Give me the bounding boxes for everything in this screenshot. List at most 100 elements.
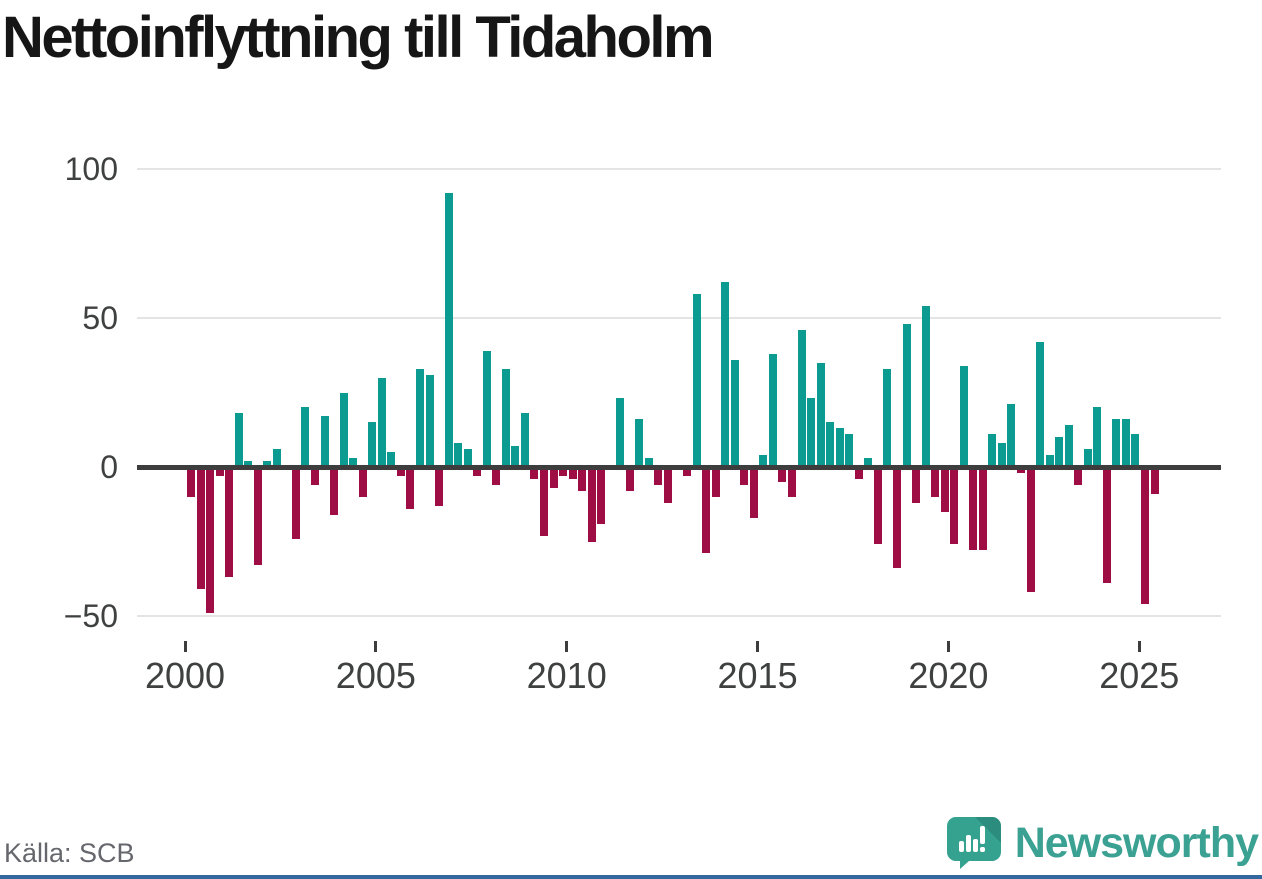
- bar-2000Q3: [206, 467, 215, 614]
- bar-2008Q2: [501, 368, 510, 467]
- x-axis-label-2025: 2025: [1099, 655, 1180, 696]
- bar-2009Q3: [549, 467, 558, 488]
- source-caption: Källa: SCB: [4, 838, 135, 868]
- bar-2006Q4: [444, 192, 453, 467]
- bar-2014Q1: [721, 282, 730, 467]
- bar-2002Q2: [272, 449, 281, 467]
- bar-2015Q4: [788, 467, 797, 497]
- bar-2014Q2: [730, 359, 739, 467]
- bar-2008Q3: [511, 446, 520, 467]
- bar-2020Q4: [978, 467, 987, 551]
- x-axis-label-2015: 2015: [717, 655, 798, 696]
- x-axis-tick-2010: [565, 641, 569, 652]
- bar-2018Q1: [873, 467, 882, 545]
- bar-2000Q2: [196, 467, 205, 590]
- bar-2004Q3: [358, 467, 367, 497]
- x-axis-label-2000: 2000: [144, 655, 226, 696]
- bar-2016Q3: [816, 362, 825, 467]
- bar-2004Q1: [339, 392, 348, 467]
- bar-2003Q2: [311, 467, 320, 485]
- bar-2024Q4: [1131, 434, 1140, 467]
- bar-2018Q2: [883, 368, 892, 467]
- bar-2023Q2: [1074, 467, 1083, 485]
- bar-2013Q4: [711, 467, 720, 497]
- x-axis-label-2020: 2020: [908, 655, 989, 696]
- bar-2006Q3: [435, 467, 444, 506]
- bar-2015Q1: [759, 455, 768, 467]
- bar-2016Q1: [797, 329, 806, 467]
- bar-2014Q4: [749, 467, 758, 518]
- bar-2021Q4: [1016, 467, 1025, 473]
- bar-2021Q1: [988, 434, 997, 467]
- bar-2007Q2: [463, 449, 472, 467]
- bar-2021Q2: [997, 443, 1006, 467]
- bar-2023Q4: [1093, 407, 1102, 467]
- bar-2009Q4: [559, 467, 568, 476]
- y-axis-label--50: −50: [63, 598, 118, 634]
- x-axis-tick-2020: [946, 641, 950, 652]
- bar-2015Q2: [768, 353, 777, 467]
- bar-2005Q2: [387, 452, 396, 467]
- bar-2004Q2: [349, 458, 358, 467]
- bar-2013Q3: [702, 467, 711, 554]
- bar-2011Q3: [625, 467, 634, 491]
- y-axis-label-100: 100: [64, 151, 118, 187]
- bar-2018Q4: [902, 323, 911, 467]
- bar-2001Q4: [253, 467, 262, 566]
- bar-2024Q1: [1102, 467, 1111, 584]
- bar-2017Q4: [864, 458, 873, 467]
- x-axis-tick-2025: [1137, 641, 1141, 652]
- bar-2003Q4: [330, 467, 339, 515]
- chart-title: Nettoinflyttning till Tidaholm: [2, 5, 715, 70]
- bar-2020Q2: [959, 365, 968, 467]
- bar-2019Q4: [940, 467, 949, 512]
- bar-2004Q4: [368, 422, 377, 467]
- bar-2021Q3: [1007, 404, 1016, 467]
- bar-2001Q3: [244, 461, 253, 467]
- bar-2001Q2: [234, 413, 243, 467]
- bar-2010Q1: [568, 467, 577, 479]
- bar-2017Q2: [845, 434, 854, 467]
- bar-2007Q1: [454, 443, 463, 467]
- bar-2019Q1: [912, 467, 921, 503]
- bar-2005Q1: [377, 377, 386, 467]
- bar-2008Q4: [520, 413, 529, 467]
- bar-2016Q2: [807, 398, 816, 467]
- bar-2010Q2: [578, 467, 587, 491]
- bar-2000Q4: [215, 467, 224, 476]
- bar-2019Q2: [921, 306, 930, 467]
- bar-2025Q2: [1150, 467, 1159, 494]
- bar-2012Q2: [654, 467, 663, 485]
- bar-2006Q1: [415, 368, 424, 467]
- gridline--50: [137, 615, 1221, 617]
- bar-2005Q4: [406, 467, 415, 509]
- bar-2016Q4: [826, 422, 835, 467]
- bar-2011Q2: [616, 398, 625, 467]
- bar-2022Q3: [1045, 455, 1054, 467]
- newsworthy-logo: Newsworthy: [946, 814, 1259, 872]
- bar-2005Q3: [396, 467, 405, 476]
- newsworthy-logo-icon: [946, 817, 1001, 869]
- bar-2002Q4: [291, 467, 300, 539]
- bar-2009Q2: [539, 467, 548, 536]
- bar-2014Q3: [740, 467, 749, 485]
- bar-2002Q1: [263, 461, 272, 467]
- bar-2025Q1: [1141, 467, 1149, 605]
- x-axis-tick-2015: [756, 641, 760, 652]
- bar-2022Q2: [1036, 341, 1045, 467]
- bar-2000Q1: [187, 467, 195, 497]
- bar-2010Q4: [597, 467, 606, 524]
- x-axis-tick-2000: [183, 641, 187, 652]
- gridline-100: [137, 168, 1221, 170]
- bar-2006Q2: [425, 374, 434, 467]
- x-axis-zero-line: [137, 464, 1221, 470]
- bar-2003Q1: [301, 407, 310, 467]
- bar-2007Q4: [482, 350, 491, 467]
- y-axis-label-0: 0: [100, 449, 118, 485]
- bar-2024Q2: [1112, 419, 1121, 467]
- bar-2015Q3: [778, 467, 787, 482]
- bar-2024Q3: [1121, 419, 1130, 467]
- bar-2019Q3: [931, 467, 940, 497]
- bar-2017Q3: [854, 467, 863, 479]
